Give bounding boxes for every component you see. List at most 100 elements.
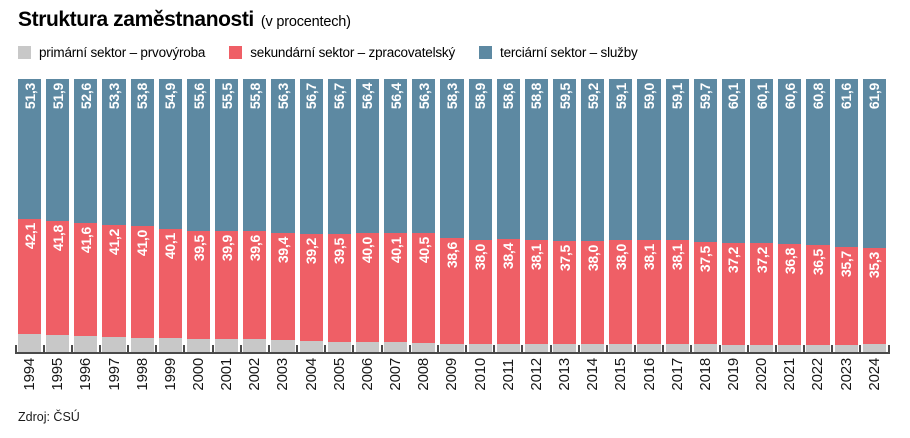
year-label: 2015 — [612, 358, 630, 391]
stacked-bar: 51,9 41,8 — [46, 79, 70, 352]
tertiary-segment: 58,8 — [524, 79, 548, 240]
year-cell: 2000 — [187, 358, 210, 391]
primary-segment — [693, 344, 717, 352]
tertiary-segment-value-label: 59,1 — [669, 83, 686, 110]
tertiary-segment-label-wrap: 59,5 — [553, 83, 576, 109]
tertiary-segment-value-label: 55,6 — [190, 83, 207, 110]
year-label: 1995 — [49, 358, 67, 391]
secondary-segment-value-label: 39,5 — [190, 234, 207, 261]
tertiary-segment-value-label: 55,5 — [218, 83, 235, 110]
stacked-bar: 55,5 39,9 — [215, 79, 239, 352]
axis-tick — [718, 345, 721, 354]
secondary-segment-value-label: 42,1 — [21, 223, 38, 250]
tertiary-segment-label-wrap: 53,8 — [131, 83, 154, 109]
secondary-segment-value-label: 38,0 — [584, 244, 601, 271]
tertiary-segment-value-label: 61,9 — [866, 83, 883, 110]
stacked-bar: 58,3 38,6 — [440, 79, 464, 352]
tertiary-segment-label-wrap: 55,5 — [215, 83, 238, 109]
year-label: 2007 — [387, 358, 405, 391]
secondary-segment-label-wrap: 38,6 — [440, 242, 463, 268]
tertiary-segment-label-wrap: 59,7 — [694, 83, 717, 109]
tertiary-segment-label-wrap: 52,6 — [74, 83, 97, 109]
tertiary-segment: 59,5 — [552, 79, 577, 242]
secondary-segment: 42,1 — [18, 219, 42, 334]
tertiary-segment-label-wrap: 59,1 — [666, 83, 689, 109]
tertiary-segment: 61,9 — [862, 79, 886, 248]
year-cell: 2017 — [666, 358, 689, 391]
tertiary-segment: 56,7 — [299, 79, 323, 234]
secondary-segment-label-wrap: 40,1 — [384, 237, 407, 263]
primary-segment — [46, 334, 70, 352]
legend-item-label: terciární sektor – služby — [500, 45, 638, 60]
secondary-segment-label-wrap: 41,0 — [131, 230, 154, 256]
year-label: 2001 — [218, 358, 236, 391]
year-label: 2009 — [443, 358, 461, 391]
axis-tick — [267, 345, 270, 354]
secondary-segment-value-label: 39,4 — [274, 236, 291, 263]
primary-segment — [74, 336, 98, 352]
axis-tick — [690, 345, 693, 354]
year-label: 1996 — [77, 358, 95, 391]
tertiary-segment-value-label: 58,8 — [528, 83, 545, 110]
secondary-segment-value-label: 40,0 — [359, 236, 376, 264]
secondary-segment-value-label: 41,0 — [134, 229, 151, 256]
chart-subtitle: (v procentech) — [260, 14, 351, 30]
tertiary-segment-value-label: 53,3 — [106, 83, 123, 110]
primary-segment — [862, 344, 886, 352]
secondary-segment: 38,6 — [440, 238, 464, 344]
secondary-segment: 37,5 — [693, 241, 717, 345]
tertiary-segment-value-label: 56,7 — [331, 83, 348, 110]
tertiary-segment: 59,2 — [581, 79, 605, 241]
axis-tick — [380, 345, 383, 354]
year-cell: 1994 — [18, 358, 41, 391]
secondary-segment-value-label: 41,8 — [49, 224, 66, 251]
tertiary-segment-value-label: 51,9 — [49, 83, 66, 110]
tertiary-segment-label-wrap: 60,8 — [806, 83, 829, 109]
source-note: Zdroj: ČSÚ — [18, 410, 80, 424]
year-cell: 2007 — [384, 358, 407, 391]
secondary-segment-value-label: 38,6 — [443, 242, 460, 269]
tertiary-segment-label-wrap: 60,6 — [778, 83, 801, 109]
tertiary-segment-label-wrap: 55,6 — [187, 83, 210, 109]
year-label: 2000 — [190, 358, 208, 391]
axis-tick — [42, 345, 45, 354]
stacked-bar: 54,9 40,1 — [158, 79, 182, 352]
secondary-segment: 37,5 — [552, 241, 577, 344]
year-label: 1999 — [161, 358, 179, 391]
year-label: 2011 — [499, 359, 517, 391]
secondary-segment-label-wrap: 40,0 — [356, 237, 379, 263]
secondary-segment-value-label: 38,0 — [472, 243, 489, 270]
axis-tick — [746, 345, 749, 354]
axis-tick — [436, 345, 439, 354]
primary-segment — [327, 341, 351, 352]
secondary-segment-label-wrap: 37,2 — [750, 247, 773, 273]
tertiary-segment-value-label: 60,1 — [753, 83, 770, 110]
stacked-bar: 59,5 37,5 — [552, 79, 577, 352]
tertiary-segment-label-wrap: 51,9 — [46, 83, 69, 109]
tertiary-segment-label-wrap: 58,9 — [469, 83, 492, 109]
tertiary-segment: 58,6 — [496, 79, 520, 239]
secondary-segment-label-wrap: 37,5 — [553, 245, 576, 271]
secondary-segment-value-label: 39,9 — [218, 234, 235, 261]
stacked-bar: 55,6 39,5 — [186, 79, 211, 352]
tertiary-segment: 56,3 — [412, 79, 436, 233]
axis-tick — [549, 345, 552, 354]
tertiary-segment-value-label: 59,2 — [584, 83, 601, 110]
axis-tick — [211, 345, 214, 354]
year-label: 2012 — [527, 358, 545, 391]
stacked-bar: 58,9 38,0 — [468, 79, 492, 352]
axis-tick — [352, 345, 355, 354]
primary-segment — [778, 344, 802, 352]
stacked-bar: 53,3 41,2 — [102, 79, 126, 352]
year-cell: 1996 — [74, 358, 97, 391]
stacked-bar: 56,7 39,5 — [327, 79, 351, 352]
tertiary-segment-label-wrap: 60,1 — [722, 83, 745, 109]
secondary-segment-label-wrap: 38,4 — [497, 243, 520, 269]
primary-segment — [750, 344, 774, 352]
tertiary-segment-label-wrap: 56,7 — [300, 83, 323, 109]
tertiary-segment: 55,6 — [186, 79, 211, 231]
tertiary-segment: 55,8 — [243, 79, 267, 232]
tertiary-segment: 56,3 — [271, 79, 295, 233]
stacked-bar: 61,9 35,3 — [862, 79, 886, 352]
tertiary-segment-value-label: 54,9 — [162, 83, 179, 110]
